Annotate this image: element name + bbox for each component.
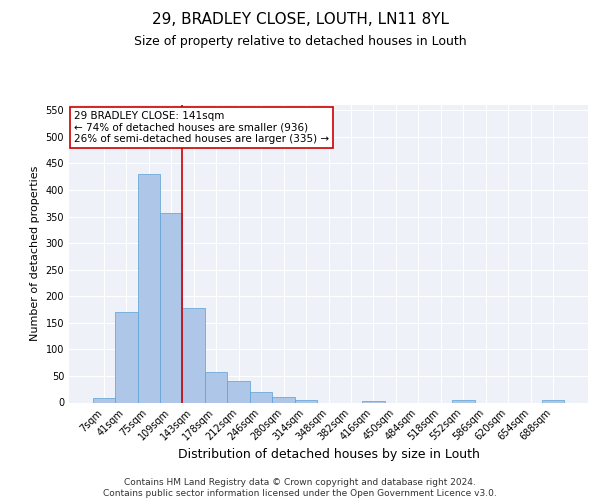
Bar	[92, 398, 115, 402]
Text: Size of property relative to detached houses in Louth: Size of property relative to detached ho…	[134, 35, 466, 48]
Bar	[182, 308, 205, 402]
Bar	[542, 400, 565, 402]
Text: 29, BRADLEY CLOSE, LOUTH, LN11 8YL: 29, BRADLEY CLOSE, LOUTH, LN11 8YL	[151, 12, 449, 28]
Bar	[227, 381, 250, 402]
Bar	[205, 372, 227, 402]
Bar	[272, 397, 295, 402]
X-axis label: Distribution of detached houses by size in Louth: Distribution of detached houses by size …	[178, 448, 479, 461]
Text: 29 BRADLEY CLOSE: 141sqm
← 74% of detached houses are smaller (936)
26% of semi-: 29 BRADLEY CLOSE: 141sqm ← 74% of detach…	[74, 111, 329, 144]
Bar	[295, 400, 317, 402]
Text: Contains HM Land Registry data © Crown copyright and database right 2024.
Contai: Contains HM Land Registry data © Crown c…	[103, 478, 497, 498]
Y-axis label: Number of detached properties: Number of detached properties	[30, 166, 40, 342]
Bar	[137, 174, 160, 402]
Bar	[362, 401, 385, 402]
Bar	[115, 312, 137, 402]
Bar	[160, 213, 182, 402]
Bar	[250, 392, 272, 402]
Bar	[452, 400, 475, 402]
